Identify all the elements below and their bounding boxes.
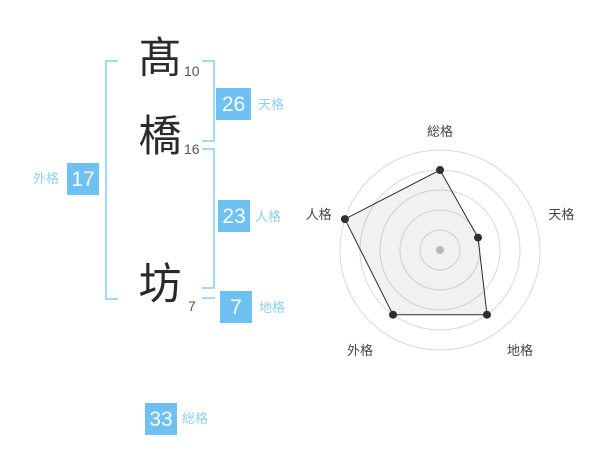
tenkaku-label: 天格 bbox=[258, 97, 285, 112]
stroke-count-char-3: 7 bbox=[188, 298, 196, 314]
radar-axis-label: 総格 bbox=[427, 124, 453, 139]
radar-center-dot bbox=[436, 246, 444, 254]
tenkaku-bracket bbox=[202, 60, 215, 142]
given-name-char-1: 坊 bbox=[138, 261, 182, 309]
radar-axis-label: 人格 bbox=[306, 207, 332, 222]
stroke-count-char-2: 16 bbox=[184, 141, 200, 157]
chikaku-tick bbox=[202, 297, 215, 299]
gaikaku-label: 外格 bbox=[33, 171, 60, 186]
jinkaku-value-box: 23 bbox=[218, 200, 250, 232]
radar-vertex-dot bbox=[474, 233, 482, 242]
radar-grid-ring bbox=[379, 189, 501, 311]
tenkaku-value-box: 26 bbox=[216, 88, 251, 120]
radar-grid-ring bbox=[339, 149, 541, 351]
radar-vertex-dot bbox=[389, 310, 397, 319]
radar-vertex-dot bbox=[436, 166, 444, 174]
radar-vertex-dot bbox=[483, 310, 491, 319]
gaikaku-value-box: 17 bbox=[67, 163, 99, 195]
stroke-count-char-1: 10 bbox=[184, 63, 200, 79]
jinkaku-label: 人格 bbox=[255, 209, 282, 224]
jinkaku-bracket bbox=[202, 148, 215, 289]
radar-axis-label: 地格 bbox=[507, 343, 533, 358]
surname-char-1: 髙 bbox=[138, 35, 182, 83]
soukaku-value-box: 33 bbox=[145, 403, 177, 435]
radar-grid-ring bbox=[419, 229, 461, 271]
chikaku-label: 地格 bbox=[259, 300, 286, 315]
gaikaku-bracket bbox=[105, 60, 118, 300]
radar-chart: 総格天格地格 外格 人格 bbox=[290, 100, 590, 400]
radar-data-polygon bbox=[344, 169, 488, 316]
chikaku-value-box: 7 bbox=[220, 291, 252, 323]
radar-axis-label: 外格 bbox=[347, 343, 373, 358]
surname-char-2: 橋 bbox=[138, 113, 182, 161]
radar-axis-label: 天格 bbox=[548, 207, 574, 222]
radar-vertex-dot bbox=[340, 215, 349, 224]
soukaku-label: 総格 bbox=[182, 411, 209, 426]
radar-grid-ring bbox=[399, 209, 481, 291]
